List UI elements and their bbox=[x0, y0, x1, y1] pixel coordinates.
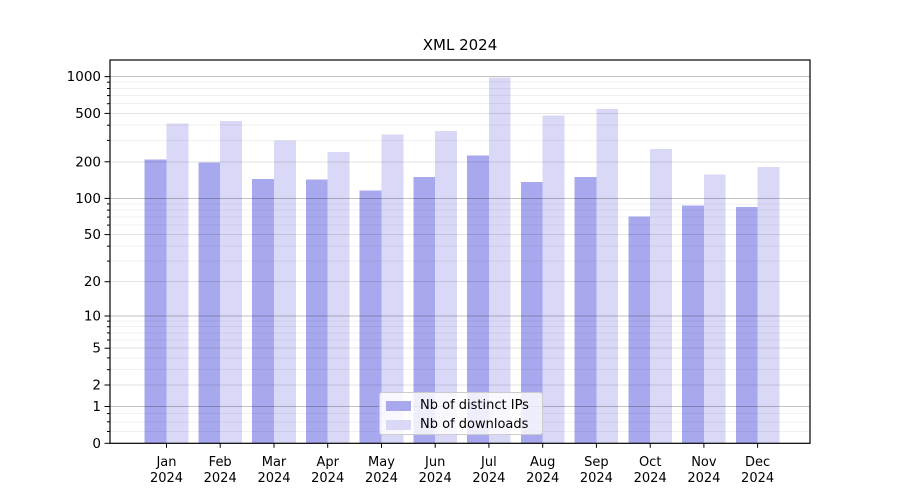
y-tick-label-50: 50 bbox=[84, 227, 101, 243]
bars bbox=[144, 77, 780, 444]
y-tick-label-100: 100 bbox=[75, 191, 101, 207]
bar-distinct-ips-sep bbox=[574, 177, 597, 444]
bar-distinct-ips-jan bbox=[144, 159, 167, 444]
legend-label-distinct-ips: Nb of distinct IPs bbox=[420, 398, 529, 413]
legend-swatch-downloads bbox=[386, 420, 411, 430]
x-tick-labels: Jan 2024 Feb 2024 Mar 2024 Apr 2024 May 2024 Jun 20… bbox=[150, 455, 774, 486]
bar-distinct-ips-may bbox=[359, 190, 382, 444]
bar-distinct-ips-nov bbox=[682, 205, 704, 444]
y-tick-label-2: 2 bbox=[92, 378, 101, 394]
bar-distinct-ips-apr bbox=[305, 179, 328, 444]
bar-downloads-aug bbox=[542, 115, 565, 444]
x-tick-label-oct: Oct 2024 bbox=[634, 455, 667, 486]
x-tick-label-dec: Dec 2024 bbox=[741, 455, 774, 486]
bar-downloads-dec bbox=[757, 166, 780, 444]
x-tick-label-aug: Aug 2024 bbox=[526, 455, 559, 486]
bar-distinct-ips-aug bbox=[520, 182, 543, 444]
y-tick-label-1000: 1000 bbox=[67, 69, 101, 85]
legend-item-distinct-ips: Nb of distinct IPs bbox=[386, 397, 542, 415]
legend-item-downloads: Nb of downloads bbox=[386, 416, 542, 434]
bar-downloads-sep bbox=[596, 108, 619, 444]
x-tick-label-jun: Jun 2024 bbox=[419, 455, 452, 486]
bar-distinct-ips-oct bbox=[628, 216, 651, 444]
chart-title: XML 2024 bbox=[422, 36, 498, 54]
bar-downloads-may bbox=[381, 134, 404, 444]
y-tick-label-1: 1 bbox=[92, 399, 101, 415]
bar-downloads-apr bbox=[327, 152, 350, 444]
y-tick-label-200: 200 bbox=[75, 154, 101, 170]
y-tick-label-5: 5 bbox=[92, 341, 101, 357]
y-gridlines bbox=[110, 76, 810, 432]
bar-downloads-mar bbox=[274, 140, 296, 444]
y-tick-label-0: 0 bbox=[92, 436, 101, 452]
x-tick-label-jul: Jul 2024 bbox=[472, 455, 505, 486]
y-tick-label-10: 10 bbox=[84, 309, 101, 325]
bar-distinct-ips-jun bbox=[413, 177, 436, 444]
x-tick-label-may: May 2024 bbox=[365, 455, 398, 486]
bar-distinct-ips-mar bbox=[252, 178, 274, 444]
x-tick-label-apr: Apr 2024 bbox=[311, 455, 344, 486]
bar-downloads-oct bbox=[650, 149, 672, 444]
x-tick-label-jan: Jan 2024 bbox=[150, 455, 183, 486]
legend-label-downloads: Nb of downloads bbox=[420, 417, 529, 432]
y-tick-label-500: 500 bbox=[75, 106, 101, 122]
bar-distinct-ips-jul bbox=[467, 155, 489, 444]
bar-downloads-jun bbox=[435, 130, 457, 444]
bar-downloads-feb bbox=[220, 120, 242, 444]
bar-downloads-jul bbox=[488, 77, 511, 444]
bar-distinct-ips-feb bbox=[198, 162, 221, 444]
x-tick-label-feb: Feb 2024 bbox=[204, 455, 237, 486]
legend-swatch-distinct-ips bbox=[386, 401, 411, 411]
x-tick-label-nov: Nov 2024 bbox=[687, 455, 720, 486]
y-tick-label-20: 20 bbox=[84, 274, 101, 290]
legend: Nb of distinct IPs Nb of downloads bbox=[379, 392, 543, 435]
bar-distinct-ips-dec bbox=[735, 206, 758, 444]
x-tick-label-mar: Mar 2024 bbox=[257, 455, 290, 486]
bar-downloads-nov bbox=[703, 174, 726, 444]
axis-frame bbox=[109, 59, 811, 444]
x-tick-label-sep: Sep 2024 bbox=[580, 455, 613, 486]
bar-downloads-jan bbox=[166, 123, 189, 444]
